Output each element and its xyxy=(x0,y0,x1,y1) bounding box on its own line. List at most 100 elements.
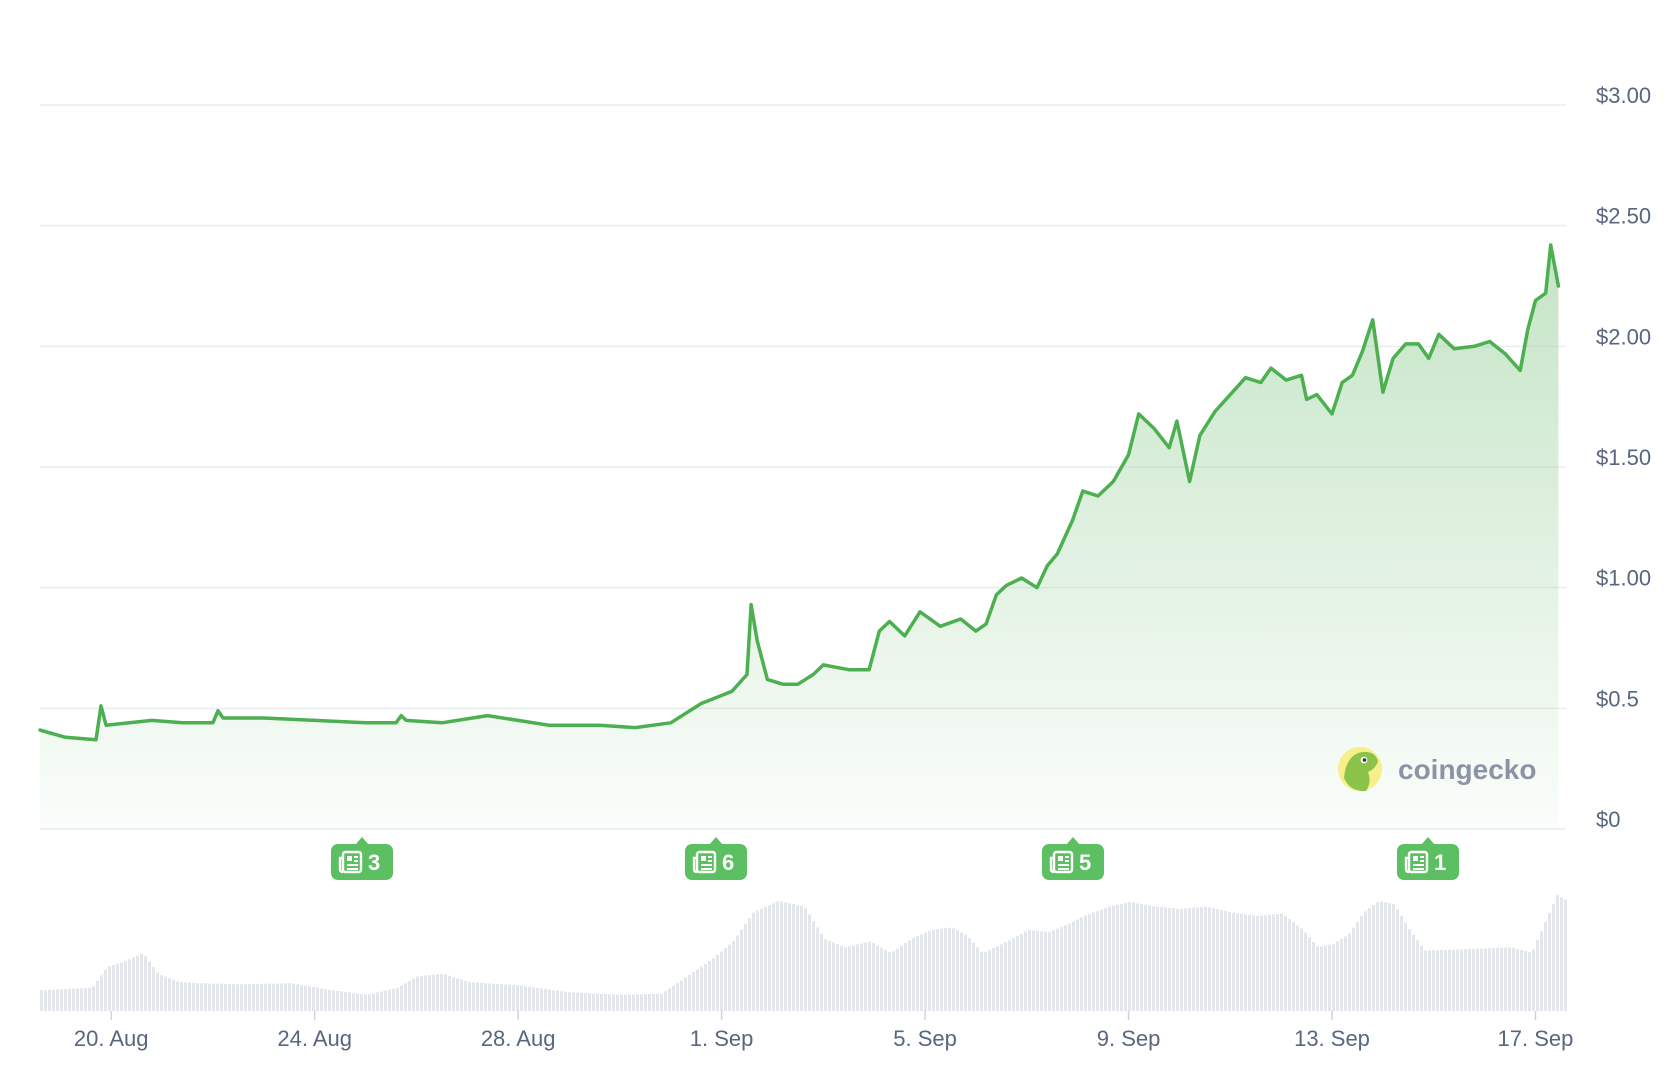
volume-bar xyxy=(1508,947,1511,1011)
volume-bar xyxy=(1004,942,1007,1011)
volume-bar xyxy=(576,992,579,1011)
volume-bar xyxy=(1428,950,1431,1011)
volume-bar xyxy=(280,983,283,1011)
news-marker[interactable]: 3 xyxy=(331,837,393,880)
volume-bar xyxy=(1360,916,1363,1011)
volume-bar xyxy=(324,989,327,1011)
volume-bar xyxy=(1352,927,1355,1011)
volume-bar xyxy=(1108,906,1111,1011)
volume-bar xyxy=(536,987,539,1011)
volume-bar xyxy=(1016,935,1019,1011)
volume-bar xyxy=(400,985,403,1011)
volume-bar xyxy=(220,983,223,1011)
volume-bar xyxy=(1512,947,1515,1011)
volume-bar xyxy=(1484,948,1487,1011)
volume-bar xyxy=(736,935,739,1011)
volume-bar xyxy=(1408,929,1411,1011)
volume-bar xyxy=(568,992,571,1011)
volume-bar xyxy=(1556,895,1559,1011)
volume-bar xyxy=(1000,944,1003,1011)
volume-bar xyxy=(180,982,183,1011)
news-marker[interactable]: 1 xyxy=(1397,837,1459,880)
news-count-label: 6 xyxy=(722,850,734,875)
volume-bar xyxy=(1144,904,1147,1011)
volume-bar xyxy=(1356,921,1359,1011)
volume-bar xyxy=(1120,903,1123,1011)
volume-bar xyxy=(168,978,171,1011)
volume-bar xyxy=(44,989,47,1011)
volume-bar xyxy=(624,994,627,1011)
volume-bar xyxy=(276,983,279,1011)
volume-bar xyxy=(924,932,927,1011)
volume-bar xyxy=(412,978,415,1011)
volume-bar xyxy=(1224,910,1227,1011)
volume-bar xyxy=(1124,902,1127,1011)
volume-bar xyxy=(224,983,227,1011)
volume-bar xyxy=(192,982,195,1011)
volume-bar xyxy=(272,983,275,1011)
volume-bar xyxy=(892,951,895,1011)
volume-bar xyxy=(472,982,475,1011)
volume-bar xyxy=(716,954,719,1011)
news-count-label: 3 xyxy=(368,850,380,875)
news-count-label: 1 xyxy=(1434,850,1446,875)
volume-bar xyxy=(1256,915,1259,1011)
volume-bar xyxy=(1404,922,1407,1011)
volume-bar xyxy=(520,985,523,1011)
volume-bar xyxy=(1196,907,1199,1011)
coingecko-wordmark: coingecko xyxy=(1398,754,1536,785)
volume-bar xyxy=(640,994,643,1011)
volume-bar xyxy=(644,994,647,1011)
volume-bar xyxy=(904,943,907,1011)
volume-bar xyxy=(1464,949,1467,1011)
volume-bar xyxy=(160,975,163,1011)
volume-bar xyxy=(292,983,295,1011)
volume-bar xyxy=(100,975,103,1011)
volume-bar xyxy=(1100,909,1103,1011)
volume-bar xyxy=(1372,905,1375,1011)
volume-bar xyxy=(316,987,319,1011)
volume-bar xyxy=(984,951,987,1011)
volume-bar xyxy=(1136,903,1139,1011)
volume-bar xyxy=(1564,899,1567,1011)
volume-bar xyxy=(1348,933,1351,1011)
news-marker[interactable]: 6 xyxy=(685,837,747,880)
news-marker-pointer xyxy=(1066,837,1080,845)
volume-bar xyxy=(236,984,239,1011)
volume-bar xyxy=(184,982,187,1011)
volume-bar xyxy=(484,983,487,1011)
x-axis-ticks: 20. Aug 24. Aug 28. Aug 1. Sep 5. Sep 9. Sep 1… xyxy=(74,1011,1574,1051)
volume-bar xyxy=(1552,903,1555,1011)
volume-bar xyxy=(68,988,71,1011)
volume-bar xyxy=(1200,907,1203,1011)
volume-bar xyxy=(1168,907,1171,1011)
volume-bar xyxy=(256,983,259,1011)
volume-bar xyxy=(1012,938,1015,1011)
volume-bar xyxy=(1264,915,1267,1011)
volume-bar xyxy=(1220,910,1223,1011)
volume-bar xyxy=(496,983,499,1011)
volume-bar xyxy=(1076,919,1079,1011)
volume-bar xyxy=(516,985,519,1011)
volume-bar xyxy=(1520,950,1523,1011)
volume-bar xyxy=(288,983,291,1011)
volume-bar xyxy=(380,991,383,1011)
volume-bar xyxy=(548,989,551,1011)
volume-bar xyxy=(1024,931,1027,1011)
volume-bar xyxy=(852,945,855,1011)
volume-bar xyxy=(1104,908,1107,1011)
volume-bar xyxy=(124,961,127,1011)
volume-bar xyxy=(884,949,887,1011)
volume-bar xyxy=(136,955,139,1011)
x-tick-label: 17. Sep xyxy=(1498,1026,1574,1051)
volume-bar xyxy=(332,990,335,1011)
volume-bar xyxy=(572,992,575,1011)
volume-bar xyxy=(1228,911,1231,1011)
volume-bar xyxy=(1020,933,1023,1011)
volume-bar xyxy=(804,908,807,1011)
news-marker[interactable]: 5 xyxy=(1042,837,1104,880)
y-tick-label: $1.50 xyxy=(1596,445,1651,470)
volume-bar xyxy=(832,942,835,1011)
volume-bar xyxy=(476,982,479,1011)
